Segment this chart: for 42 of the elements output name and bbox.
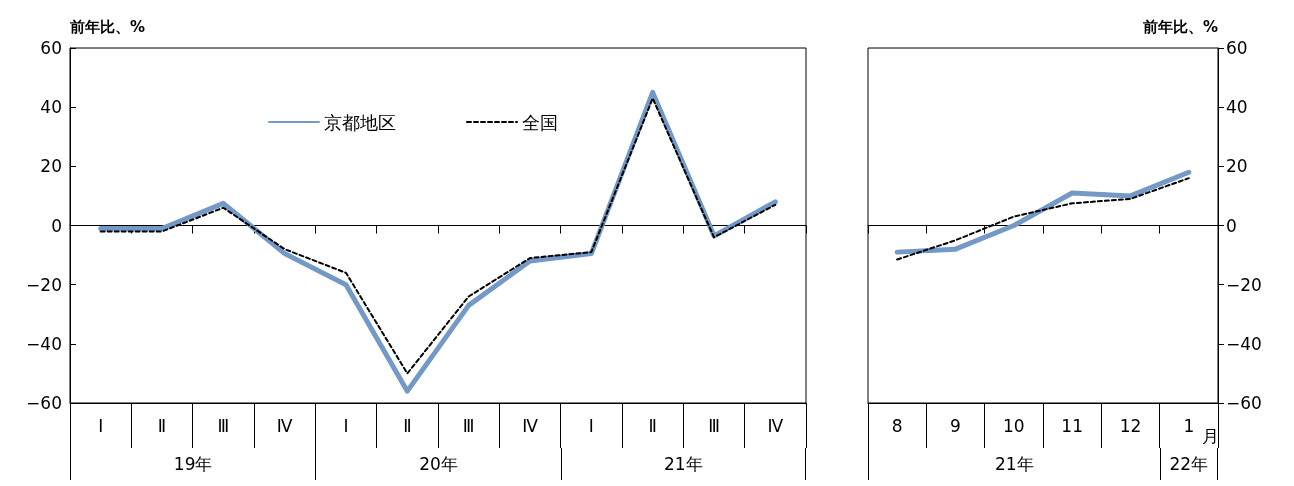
x-tick-label: Ⅳ xyxy=(276,415,293,436)
x-tick-label: 8 xyxy=(891,415,903,436)
x-tick-label: Ⅱ xyxy=(648,415,657,436)
y-tick-label: 60 xyxy=(1226,38,1248,58)
x-tick-label: Ⅱ xyxy=(403,415,412,436)
x-tick-label: 10 xyxy=(1003,415,1025,436)
y-tick-label: 20 xyxy=(1226,156,1248,177)
y-tick-label: 60 xyxy=(40,38,62,58)
y-axis-title: 前年比、% xyxy=(69,17,146,36)
x-tick-label: 9 xyxy=(950,415,961,436)
text: 22年 xyxy=(1159,448,1218,480)
x-tick-label: 12 xyxy=(1119,415,1142,436)
y-tick-label: −60 xyxy=(1226,393,1262,413)
legend-label: 全国 xyxy=(522,111,558,133)
x-tick-label: Ⅳ xyxy=(522,415,539,436)
y-tick-label: 0 xyxy=(51,215,62,236)
text: 19年 xyxy=(70,448,316,480)
x-tick-label: Ⅲ xyxy=(708,415,720,436)
x-tick-label: Ⅰ xyxy=(343,415,349,436)
y-tick-label: 20 xyxy=(40,156,62,177)
text: 20年 xyxy=(315,448,561,480)
legend-label: 京都地区 xyxy=(324,111,396,133)
y-axis-title: 前年比、% xyxy=(1141,17,1218,36)
y-tick-label: 40 xyxy=(1226,97,1248,118)
y-tick-label: −60 xyxy=(26,393,62,413)
y-tick-label: −40 xyxy=(1226,333,1262,354)
x-tick-label: Ⅳ xyxy=(767,415,784,436)
x-tick-label: Ⅱ xyxy=(157,415,167,436)
x-tick-label: 1 xyxy=(1183,415,1195,436)
x-tick-label: 11 xyxy=(1061,415,1083,436)
text: 21年 xyxy=(560,448,806,480)
y-tick-label: −20 xyxy=(26,274,62,295)
x-tick-label: Ⅰ xyxy=(588,415,594,436)
y-tick-label: −40 xyxy=(26,333,62,354)
x-axis-title: 月 xyxy=(1202,425,1219,446)
y-tick-label: 40 xyxy=(40,97,62,118)
x-tick-label: Ⅰ xyxy=(98,415,104,436)
y-tick-label: −20 xyxy=(1226,274,1262,295)
text: 21年 xyxy=(868,448,1160,480)
x-tick-label: Ⅲ xyxy=(217,415,230,436)
x-tick-label: Ⅲ xyxy=(462,415,475,436)
y-tick-label: 0 xyxy=(1226,215,1237,236)
